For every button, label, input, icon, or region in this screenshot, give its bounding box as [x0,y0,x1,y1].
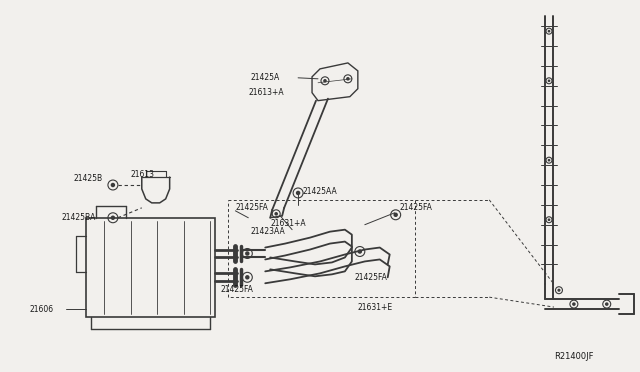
Text: 21425BA: 21425BA [61,213,95,222]
Text: 21425FA: 21425FA [399,203,433,212]
Text: 21425FA: 21425FA [355,273,388,282]
Circle shape [548,80,550,82]
Text: 21613: 21613 [131,170,155,179]
Text: 21425AA: 21425AA [302,187,337,196]
Text: 21425FA: 21425FA [220,285,253,294]
Circle shape [605,302,609,306]
Text: 21423AA: 21423AA [250,227,285,236]
Circle shape [548,30,550,32]
Circle shape [358,249,362,254]
Circle shape [245,251,250,256]
Circle shape [111,215,115,220]
Text: 21631+A: 21631+A [270,219,306,228]
Circle shape [275,212,278,216]
Circle shape [346,77,349,81]
Text: 21425B: 21425B [73,174,102,183]
Text: 21613+A: 21613+A [248,88,284,97]
Text: 21631+E: 21631+E [358,302,393,312]
Bar [86,218,216,317]
Circle shape [245,275,250,279]
Circle shape [548,218,550,221]
Circle shape [111,183,115,187]
Text: R21400JF: R21400JF [554,352,593,361]
Circle shape [323,79,327,83]
Circle shape [572,302,576,306]
Circle shape [394,212,398,217]
Circle shape [548,159,550,161]
Text: 21606: 21606 [29,305,53,314]
Text: 21425FA: 21425FA [236,203,268,212]
Text: 21425A: 21425A [250,73,280,82]
Circle shape [296,191,300,195]
Circle shape [557,289,561,292]
